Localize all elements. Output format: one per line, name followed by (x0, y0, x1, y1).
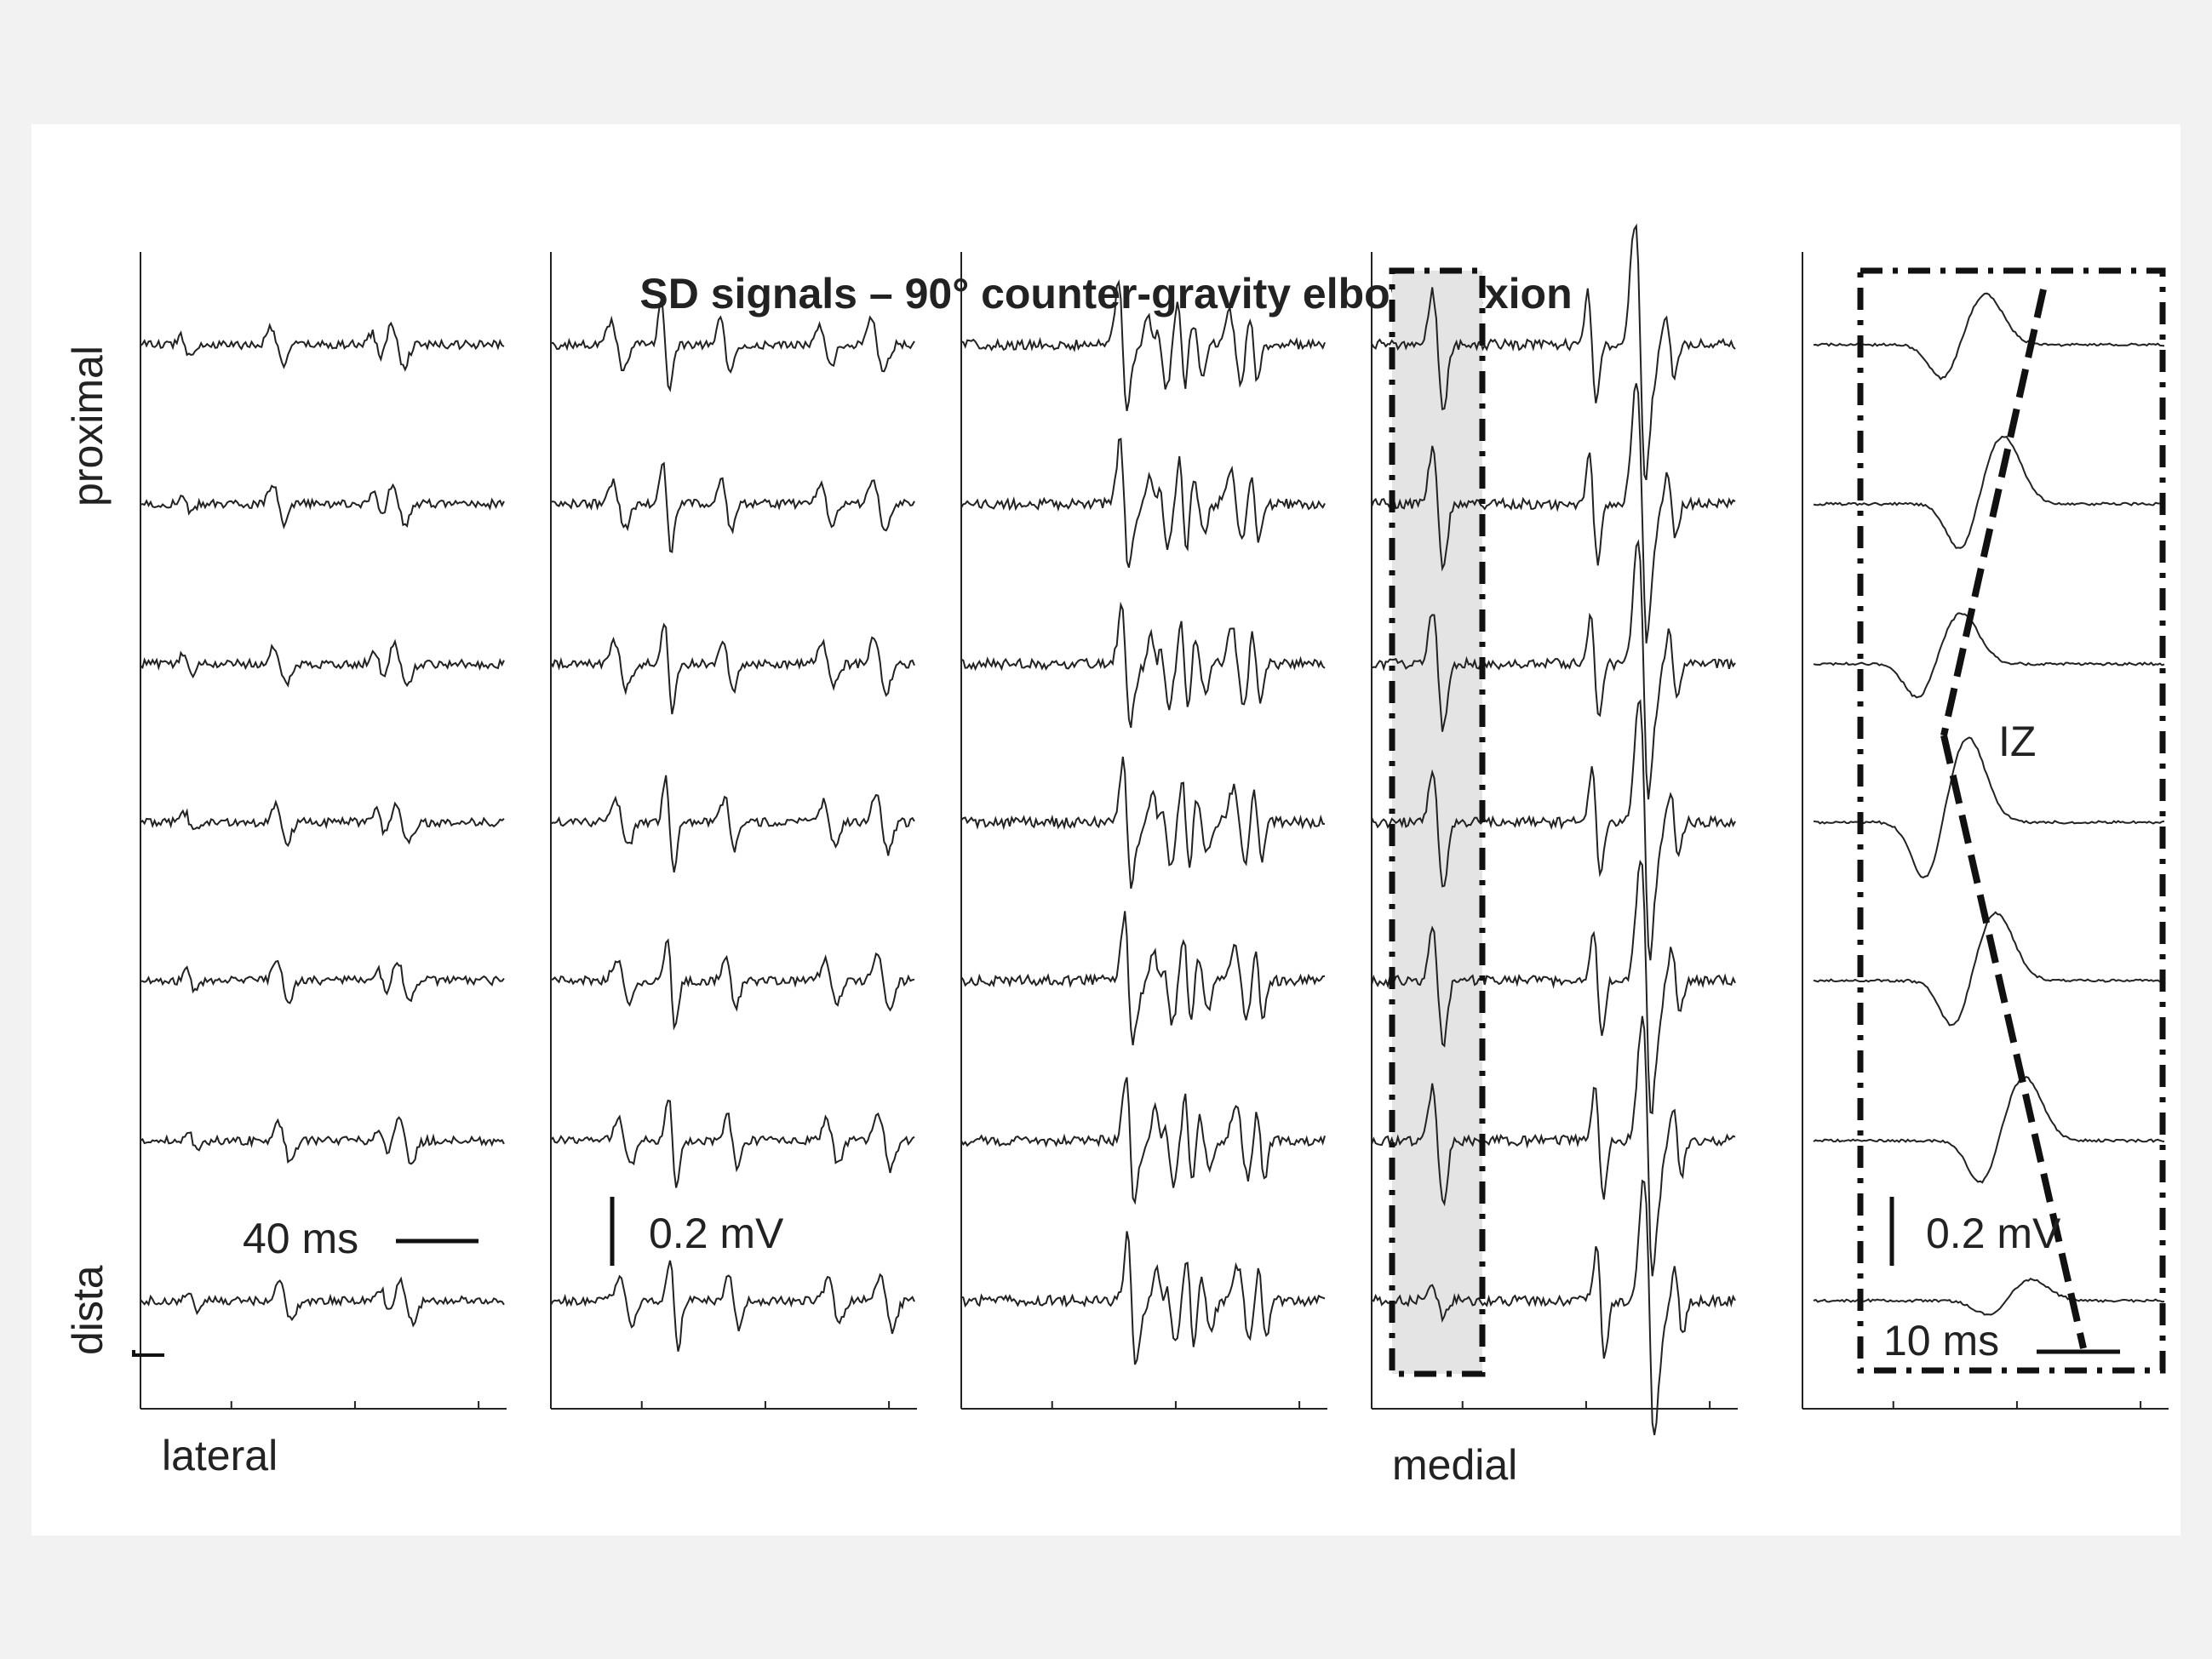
emg-trace (1371, 383, 1736, 644)
emg-trace (140, 1276, 505, 1328)
lateral-label: lateral (162, 1432, 278, 1479)
emg-trace (550, 461, 915, 553)
emg-trace (550, 622, 915, 715)
emg-trace (960, 279, 1326, 412)
zoom-trace (1813, 1278, 2165, 1316)
zoom-trace (1813, 1075, 2165, 1184)
zoom-amp-scale-label: 0.2 mV (1926, 1210, 2061, 1257)
emg-trace (140, 959, 505, 1004)
emg-trace (550, 1260, 915, 1352)
emg-trace (960, 438, 1326, 569)
time-scale-label: 40 ms (243, 1215, 358, 1262)
medial-label: medial (1392, 1441, 1517, 1489)
axes-layer (140, 252, 2169, 1410)
emg-trace (1371, 223, 1736, 481)
zoom-trace (1813, 911, 2165, 1027)
emg-trace (1371, 699, 1736, 961)
amp-scale-label: 0.2 mV (649, 1210, 784, 1257)
channel-tick-mark (132, 1350, 164, 1357)
zoom-time-scale-label: 10 ms (1883, 1317, 1999, 1364)
emg-trace (960, 756, 1326, 890)
emg-trace (960, 1231, 1326, 1365)
annotation-layer (1389, 267, 2166, 1377)
zoom-trace (1813, 292, 2165, 380)
iz-line-lower (1940, 735, 2087, 1349)
emg-trace (140, 638, 505, 688)
emg-trace (550, 938, 915, 1031)
emg-trace (960, 911, 1326, 1046)
traces-layer (140, 223, 2165, 1436)
emg-trace (140, 321, 505, 372)
emg-trace (960, 1077, 1326, 1205)
emg-trace (550, 1099, 915, 1188)
emg-trace (960, 601, 1326, 729)
zoom-trace (1813, 612, 2165, 699)
emg-trace (550, 775, 915, 872)
emg-trace (140, 483, 505, 529)
emg-trace (140, 1116, 505, 1165)
zoom-frame (1857, 267, 2166, 1374)
zoom-trace (1813, 435, 2165, 549)
zoom-trace (1813, 736, 2165, 878)
emg-trace (1371, 859, 1736, 1115)
emg-trace (1371, 539, 1736, 800)
emg-trace (1371, 1179, 1736, 1436)
emg-trace (550, 298, 915, 392)
highlight-frame (1389, 267, 1486, 1377)
iz-label: IZ (1998, 718, 2036, 765)
distal-label: dista (64, 1265, 112, 1355)
emg-trace (1371, 1015, 1736, 1277)
iz-line-upper (1940, 289, 2047, 736)
emg-trace (140, 798, 505, 848)
proximal-label: proximal (64, 346, 112, 506)
